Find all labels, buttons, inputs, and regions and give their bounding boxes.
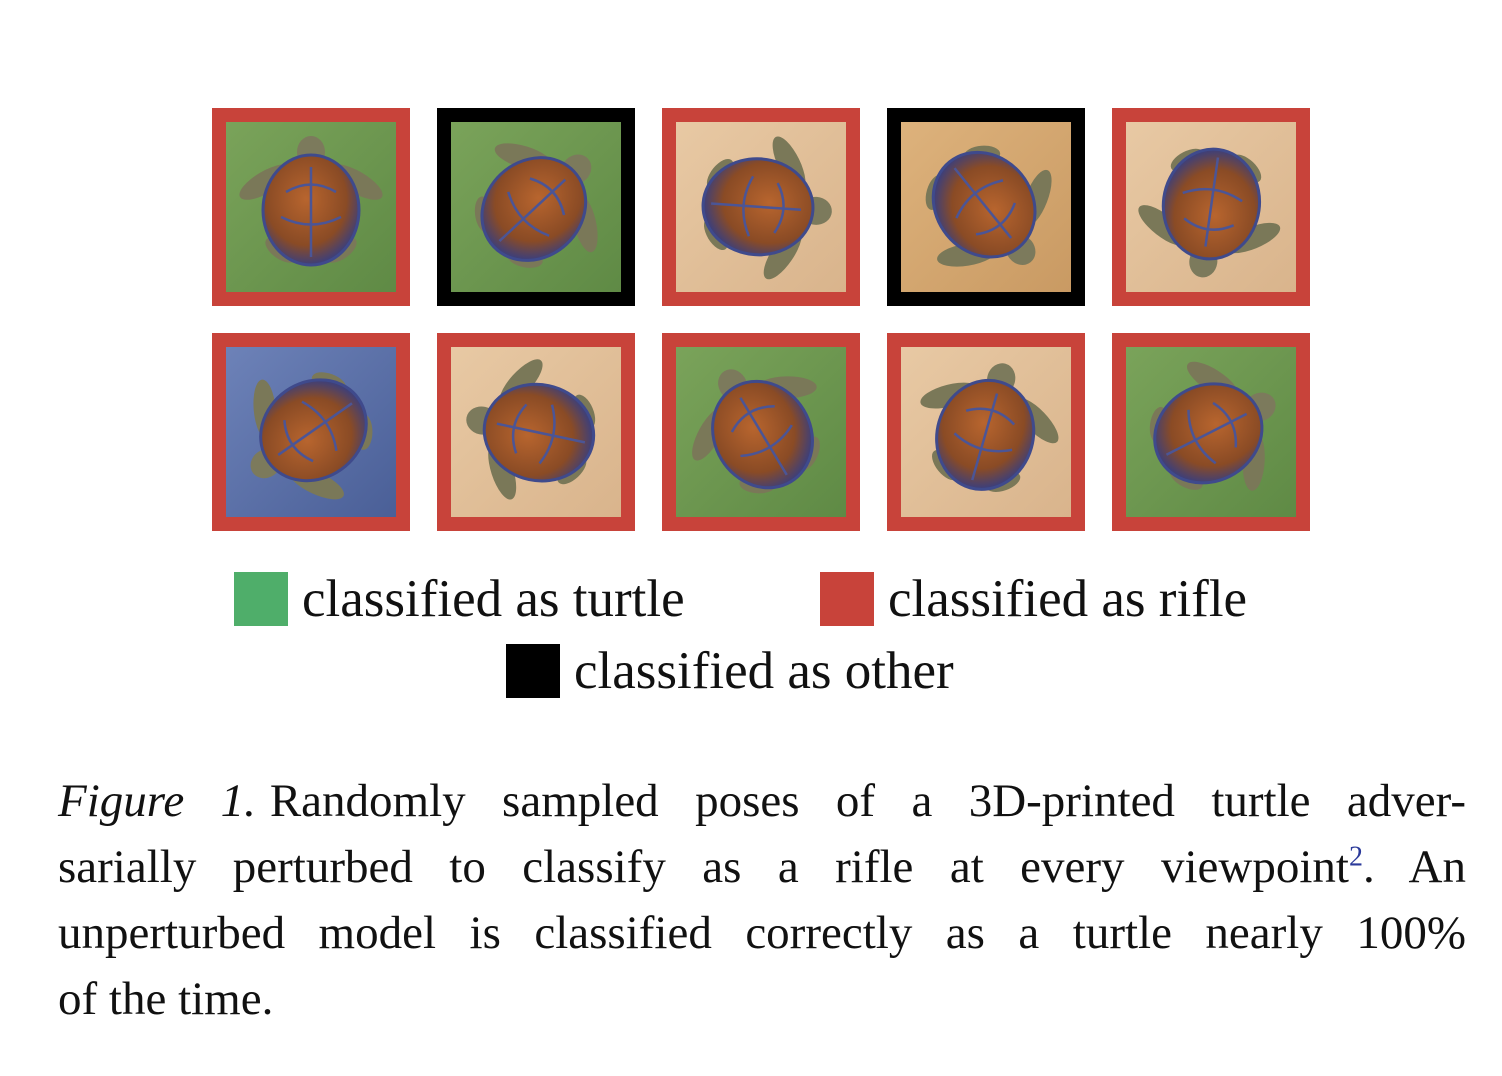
turtle-photo-tile bbox=[887, 333, 1085, 531]
turtle-photo-tile bbox=[437, 108, 635, 306]
turtle-photo bbox=[451, 122, 621, 292]
turtle-photo-tile bbox=[662, 333, 860, 531]
turtle-photo-tile bbox=[1112, 108, 1310, 306]
turtle-photo bbox=[676, 122, 846, 292]
legend-swatch-rifle bbox=[820, 572, 874, 626]
legend-item-other: classified as other bbox=[506, 644, 954, 698]
turtle-photo bbox=[1126, 122, 1296, 292]
legend-item-rifle: classified as rifle bbox=[820, 572, 1247, 626]
legend-label-rifle: classified as rifle bbox=[888, 569, 1248, 628]
caption-line-3: unperturbed model is classified correctl… bbox=[58, 907, 1466, 959]
turtle-photo bbox=[451, 347, 621, 517]
turtle-photo bbox=[226, 347, 396, 517]
turtle-photo bbox=[901, 347, 1071, 517]
footnote-link[interactable]: 2 bbox=[1348, 841, 1363, 873]
caption-label: Figure 1. bbox=[58, 775, 256, 827]
legend-swatch-other bbox=[506, 644, 560, 698]
turtle-photo bbox=[901, 122, 1071, 292]
turtle-photo-tile bbox=[212, 108, 410, 306]
turtle-photo-tile bbox=[437, 333, 635, 531]
legend-label-other: classified as other bbox=[574, 641, 954, 700]
caption-line-4: of the time. bbox=[58, 973, 274, 1025]
legend-swatch-turtle bbox=[234, 572, 288, 626]
turtle-photo bbox=[1126, 347, 1296, 517]
caption-line-2: sarially perturbed to classify as a rifl… bbox=[58, 841, 1466, 893]
legend-item-turtle: classified as turtle bbox=[234, 572, 685, 626]
turtle-photo-tile bbox=[212, 333, 410, 531]
figure-caption: Figure 1. Randomly sampled poses of a 3D-… bbox=[58, 768, 1466, 1032]
legend-label-turtle: classified as turtle bbox=[302, 569, 685, 628]
turtle-photo-tile bbox=[1112, 333, 1310, 531]
turtle-photo bbox=[226, 122, 396, 292]
turtle-photo-tile bbox=[887, 108, 1085, 306]
turtle-photo bbox=[676, 347, 846, 517]
caption-line-1: Figure 1. Randomly sampled poses of a 3D-… bbox=[58, 775, 1466, 827]
turtle-photo-tile bbox=[662, 108, 860, 306]
